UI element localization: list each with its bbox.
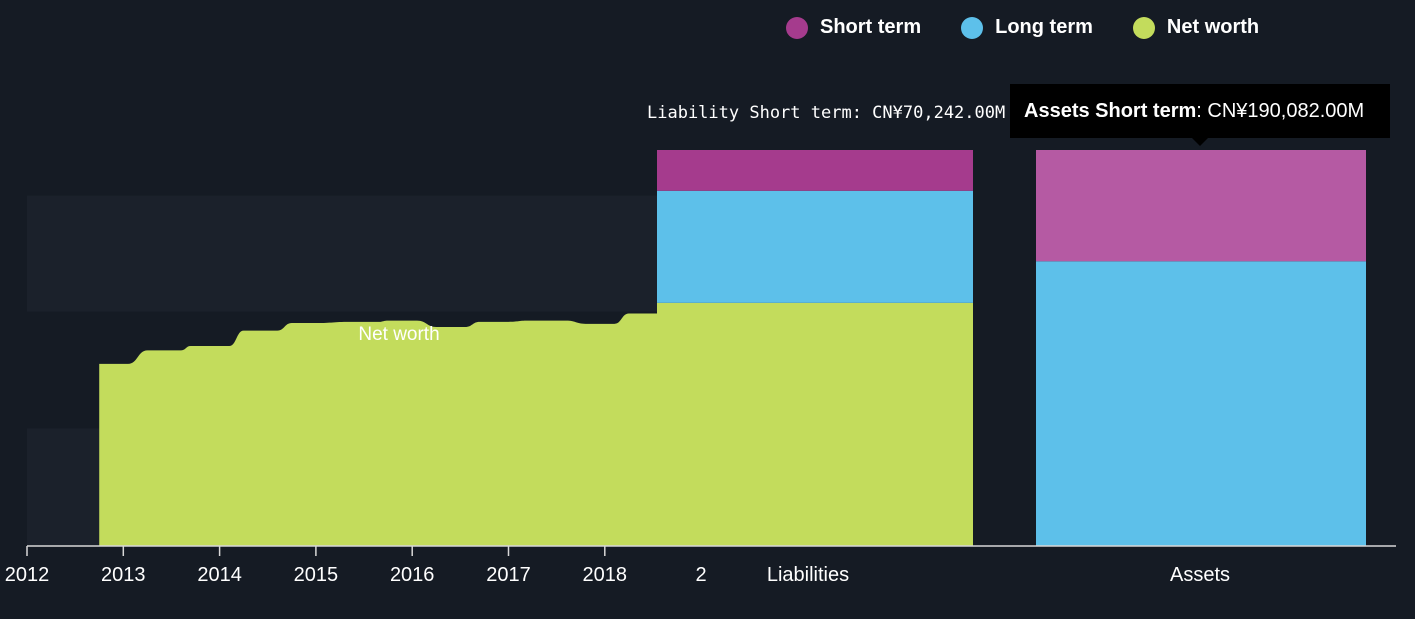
legend-item-short-term[interactable]: Short term (786, 16, 921, 39)
legend-dot-short-term (786, 16, 808, 39)
x-tick-label: 2013 (101, 564, 146, 586)
net-worth-area (99, 313, 658, 546)
bar-liabilities-short-term (657, 150, 973, 191)
background-band (27, 195, 657, 312)
legend-label-short-term: Short term (820, 16, 922, 38)
category-label-liabilities: Liabilities (767, 564, 849, 586)
liability-label-series: Liability Short term (647, 103, 852, 123)
x-tick-label: 2012 (5, 564, 50, 586)
x-tick-label: 2017 (486, 564, 531, 586)
bar-assets-short-term (1036, 150, 1366, 262)
liability-short-term-label: Liability Short term: CN¥70,242.00M (647, 103, 1005, 123)
bar-liabilities-long-term (657, 190, 973, 303)
net-worth-area-label: Net worth (358, 324, 439, 345)
tooltip-value: : CN¥190,082.00M (1196, 100, 1365, 122)
assets-tooltip: Assets Short term: CN¥190,082.00M (1010, 84, 1390, 138)
x-tick-label: 2 (696, 564, 707, 586)
legend-dot-net-worth (1132, 16, 1155, 39)
legend-label-long-term: Long term (995, 16, 1093, 38)
bar-assets-long-term (1036, 261, 1366, 546)
liability-label-value: : CN¥70,242.00M (851, 103, 1006, 123)
x-tick-label: 2018 (583, 564, 628, 586)
legend-label-net-worth: Net worth (1166, 16, 1260, 38)
legend-item-net-worth[interactable]: Net worth (1132, 16, 1260, 39)
tooltip-series: Assets Short term (1024, 100, 1197, 122)
legend: Short term Long term Net worth (786, 16, 1259, 39)
tooltip-arrow (1192, 138, 1208, 146)
x-tick-label: 2016 (390, 564, 435, 586)
bar-liabilities-net-worth (657, 302, 973, 546)
legend-dot-long-term (961, 16, 984, 39)
x-tick-label: 2015 (294, 564, 339, 586)
category-label-assets: Assets (1170, 564, 1230, 586)
legend-item-long-term[interactable]: Long term (961, 16, 1093, 39)
x-tick-label: 2014 (197, 564, 242, 586)
